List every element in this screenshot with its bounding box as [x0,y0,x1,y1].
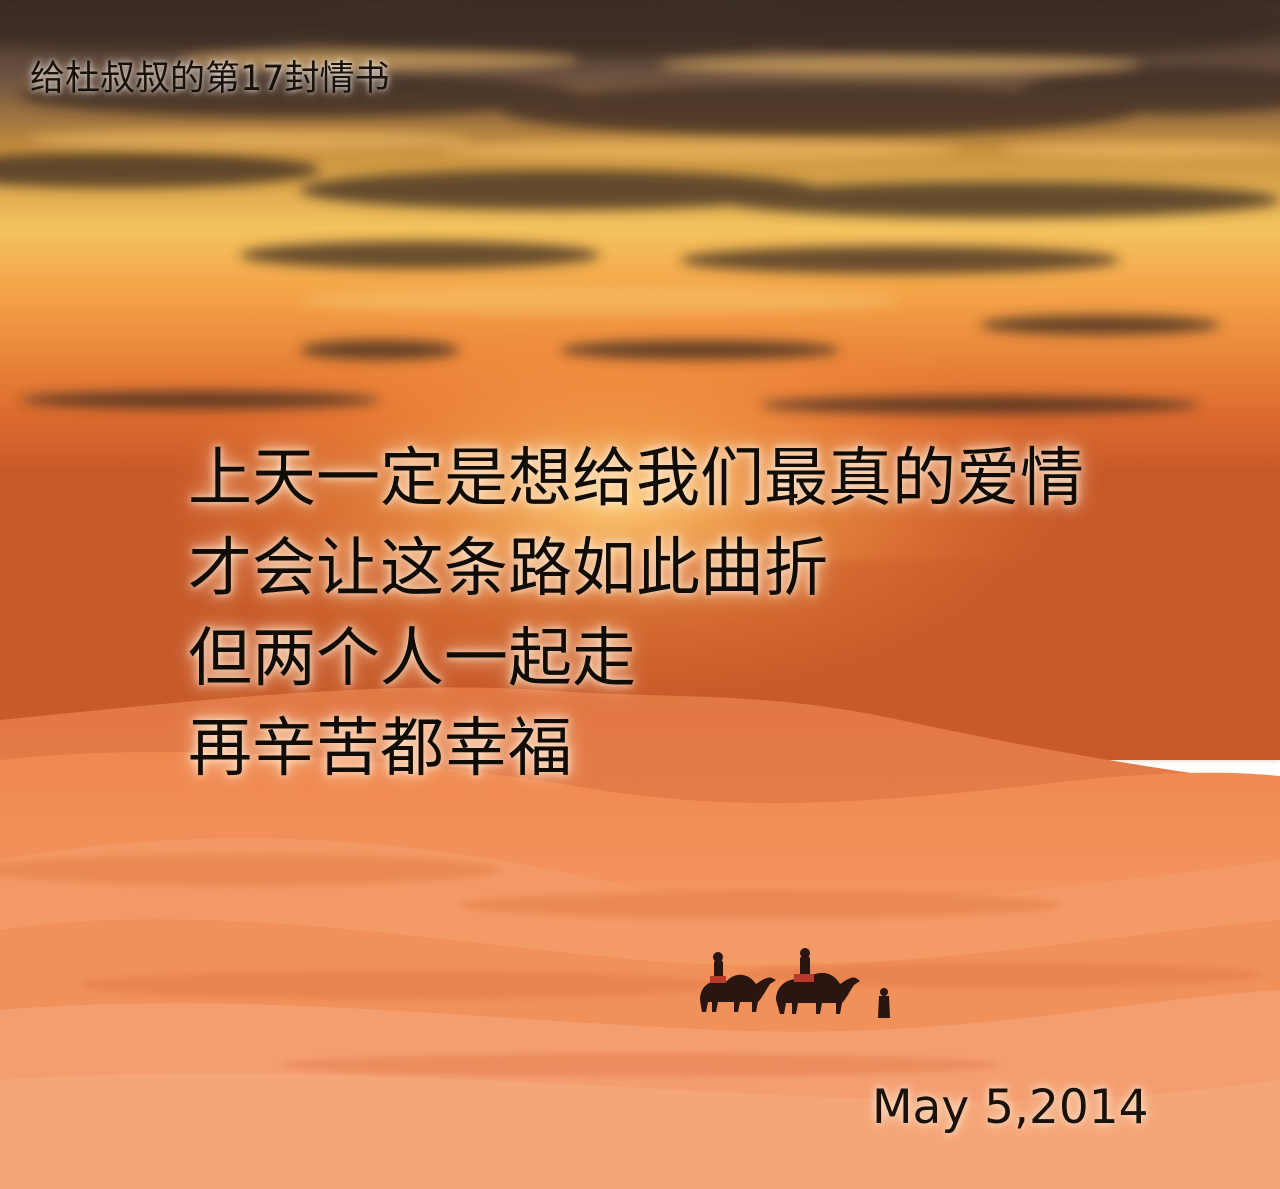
clouds [0,0,1280,414]
poem-text: 上天一定是想给我们最真的爱情 才会让这条路如此曲折 但两个人一起走 再辛苦都幸福 [188,434,1084,794]
cloud-highlights [30,50,1280,314]
date-stamp: May 5,2014 [872,1080,1149,1135]
walker-figure [878,988,890,1018]
poem-line-4: 再辛苦都幸福 [188,712,572,786]
letter-title: 给杜叔叔的第17封情书 [30,59,390,99]
camel-2 [776,948,860,1014]
camel-1 [700,952,776,1012]
camel-caravan [700,948,890,1018]
dune-shadows [0,854,1260,1077]
poem-line-2: 才会让这条路如此曲折 [188,532,828,606]
poem-line-1: 上天一定是想给我们最真的爱情 [188,442,1084,516]
poem-line-3: 但两个人一起走 [188,622,636,696]
dune-foreground [0,1073,1280,1189]
